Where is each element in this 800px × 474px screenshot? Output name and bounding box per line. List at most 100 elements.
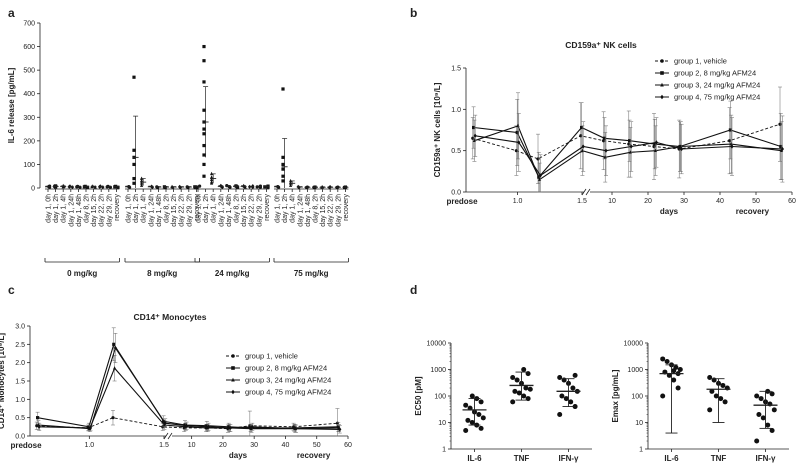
y-tick-label: 1.5 (15, 379, 25, 386)
group-label-75-mg-kg: 75 mg/kg (294, 269, 329, 278)
series-marker (205, 424, 209, 428)
data-point (769, 427, 775, 433)
series-marker (778, 122, 782, 126)
data-point (469, 420, 475, 425)
x-tick-label: recovery (343, 194, 350, 221)
x-tick-label: day 8, 2h (234, 194, 241, 223)
data-point (760, 415, 766, 421)
x-tick-label: 1.0 (84, 442, 94, 449)
x-tick-label: day 8, 2h (84, 194, 91, 223)
data-point (281, 87, 285, 91)
x-label-recovery: recovery (736, 207, 770, 216)
x-tick-label: day 1, 4h (141, 194, 148, 223)
legend-marker (231, 366, 235, 370)
y-tick-label: 100 (631, 394, 643, 401)
y-axis-label: CD14⁺ Monocytes [10⁹/L] (0, 333, 6, 429)
series-marker (579, 134, 583, 138)
y-axis-label: Emax [pg/mL] (611, 369, 620, 422)
panel-b-nk-chart: 0.0 0.5 1.0 1.5 CD159a⁺ NK cells [10⁹/L] 1.0 1… (433, 40, 796, 216)
y-tick-label: 300 (23, 115, 35, 122)
series-marker (472, 125, 476, 130)
x-label-predose: predose (446, 197, 478, 206)
series-marker (581, 144, 585, 149)
y-tick-label: 0 (31, 186, 35, 193)
data-point (572, 404, 578, 410)
legend-label-group-2-8-mg-kg-afm24: group 2, 8 mg/kg AFM24 (674, 69, 756, 78)
x-tick-label: 30 (250, 442, 258, 449)
legend-marker (660, 71, 664, 75)
x-tick-label-il-6: IL-6 (467, 454, 482, 463)
y-tick-label: 600 (23, 44, 35, 51)
data-point (132, 75, 136, 79)
x-tick-label-ifn: IFN-γ (756, 454, 777, 463)
panel-label-a: a (8, 6, 15, 20)
y-tick-label: 0.5 (15, 415, 25, 422)
data-point (210, 171, 214, 176)
data-point (660, 393, 666, 399)
x-tick-label: day 1, 4h (61, 194, 68, 223)
legend-marker (660, 94, 664, 100)
series-marker (628, 139, 632, 143)
series-marker (516, 123, 520, 128)
data-point (769, 391, 775, 397)
data-point (572, 372, 578, 378)
x-tick-label: recovery (194, 194, 201, 221)
x-label-predose: predose (10, 441, 42, 450)
series-marker (473, 133, 477, 138)
series-line-group-3-24-mg-kg-afm24 (474, 125, 782, 181)
x-tick-label: recovery (264, 194, 271, 221)
axis-break (163, 432, 169, 440)
series-line-group-4-75-mg-kg-afm24 (39, 346, 340, 430)
data-point (713, 393, 719, 399)
series-marker (730, 144, 734, 149)
data-point (463, 402, 469, 408)
series-marker (227, 425, 231, 429)
x-tick-label: day 1, 0h (275, 194, 282, 223)
series-marker (294, 426, 298, 431)
y-tick-label: 1 (639, 447, 643, 454)
x-tick-label: day 15, 2h (171, 194, 178, 227)
legend-label-group-4-75-mg-kg-afm24: group 4, 75 mg/kg AFM24 (674, 93, 760, 102)
y-tick-label: 0.0 (15, 434, 25, 441)
data-point (671, 368, 677, 374)
x-tick-label: day 8, 2h (313, 194, 320, 223)
data-point (289, 178, 293, 183)
series-marker (338, 427, 342, 432)
data-point (568, 399, 574, 405)
series-marker (680, 146, 684, 152)
x-tick-label: 1.5 (159, 442, 169, 449)
y-tick-label: 200 (23, 138, 35, 145)
series-marker (580, 148, 584, 152)
x-tick-label: day 1, 0h (126, 194, 133, 223)
series-marker (111, 416, 115, 420)
chart-title: CD14⁺ Monocytes (134, 312, 207, 322)
series-line-group-4-75-mg-kg-afm24 (475, 135, 783, 177)
series-marker (471, 136, 475, 140)
data-point (132, 176, 136, 181)
data-point (202, 174, 206, 178)
x-axis-label: days (229, 451, 248, 460)
data-point (202, 44, 206, 49)
x-tick-label: day 29, 2h (186, 194, 193, 227)
y-tick-label: 0.0 (451, 190, 461, 197)
y-tick-label: 100 (434, 394, 446, 401)
legend-marker (660, 59, 664, 63)
series-marker (87, 425, 91, 429)
data-point (557, 374, 563, 380)
legend-marker (231, 377, 235, 382)
x-tick-label: 60 (344, 442, 352, 449)
y-tick-label: 10000 (427, 341, 447, 348)
series-marker (604, 148, 608, 153)
data-point (675, 385, 681, 391)
x-tick-label: day 15, 2h (320, 194, 327, 227)
x-tick-label: 10 (188, 442, 196, 449)
data-point (756, 412, 762, 418)
data-point (281, 179, 285, 183)
series-marker (228, 425, 232, 431)
series-marker (536, 157, 540, 161)
data-point (465, 417, 471, 423)
data-point (754, 438, 760, 444)
axis-break (585, 188, 591, 196)
y-tick-label: 1.0 (451, 107, 461, 114)
